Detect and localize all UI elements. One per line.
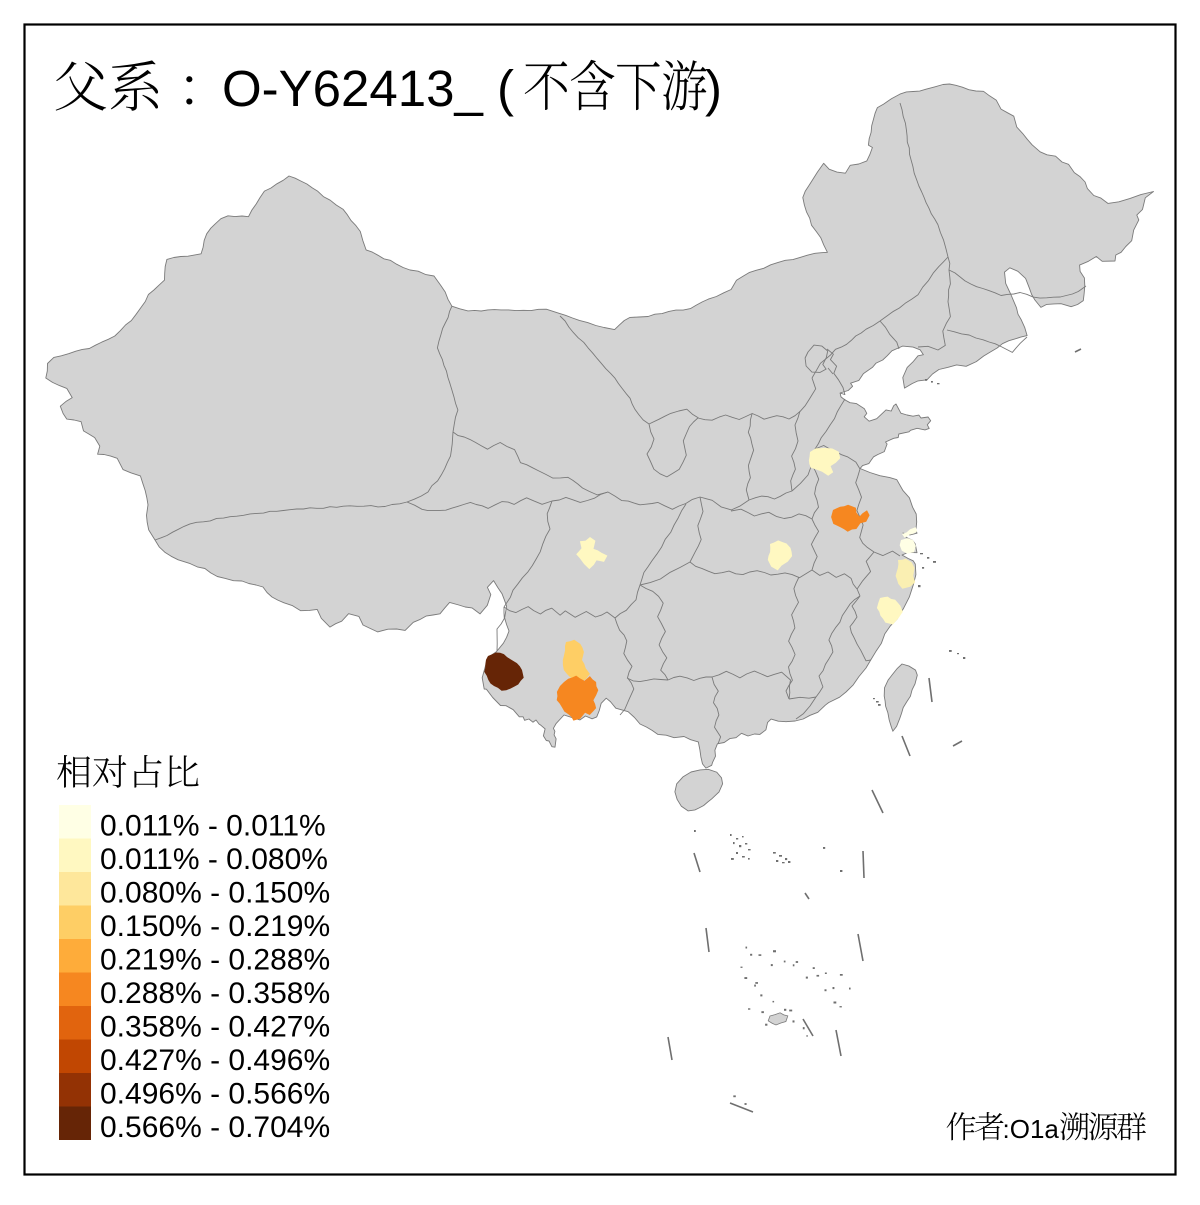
svg-text::O1a: :O1a — [1003, 1114, 1060, 1144]
svg-text:0.496% - 0.566%: 0.496% - 0.566% — [100, 1078, 330, 1111]
svg-text:): ) — [705, 60, 722, 117]
svg-text:0.219% - 0.288%: 0.219% - 0.288% — [100, 944, 330, 977]
svg-text:0.011% - 0.011%: 0.011% - 0.011% — [100, 810, 326, 843]
svg-text:0.150% - 0.219%: 0.150% - 0.219% — [100, 910, 330, 943]
svg-text:0.566% - 0.704%: 0.566% - 0.704% — [100, 1111, 330, 1144]
svg-text:0.288% - 0.358%: 0.288% - 0.358% — [100, 977, 330, 1010]
svg-text:0.080% - 0.150%: 0.080% - 0.150% — [100, 877, 330, 910]
svg-text:0.427% - 0.496%: 0.427% - 0.496% — [100, 1044, 330, 1077]
svg-text:O-Y62413_ (: O-Y62413_ ( — [222, 60, 514, 117]
svg-text:0.011% - 0.080%: 0.011% - 0.080% — [100, 843, 328, 876]
svg-text:0.358% - 0.427%: 0.358% - 0.427% — [100, 1011, 330, 1044]
